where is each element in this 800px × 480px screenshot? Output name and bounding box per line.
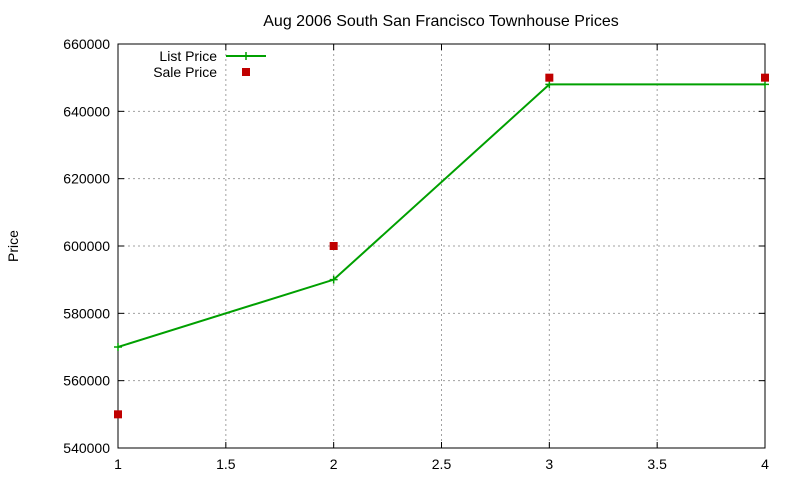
legend-label: List Price xyxy=(159,48,217,64)
data-point xyxy=(329,242,338,250)
x-tick-label: 1 xyxy=(114,456,122,472)
data-point xyxy=(114,410,122,419)
data-point xyxy=(545,80,554,89)
legend-marker xyxy=(242,52,250,60)
series xyxy=(114,73,769,419)
x-tick-label: 4 xyxy=(761,456,769,472)
y-tick-label: 540000 xyxy=(63,440,110,456)
data-point xyxy=(761,80,769,89)
data-point xyxy=(114,343,122,351)
y-tick-label: 580000 xyxy=(63,305,110,321)
y-tick-label: 600000 xyxy=(63,238,110,254)
data-point xyxy=(761,73,769,82)
x-tick-label: 3.5 xyxy=(647,456,667,472)
y-axis-label: Price xyxy=(5,230,21,262)
legend-swatch xyxy=(242,68,250,76)
x-tick-label: 1.5 xyxy=(216,456,236,472)
series-list-price xyxy=(114,80,769,351)
axis-ticks xyxy=(117,43,766,449)
y-tick-label: 640000 xyxy=(63,103,110,119)
data-point xyxy=(329,275,338,284)
x-tick-label: 2 xyxy=(330,456,338,472)
chart-title: Aug 2006 South San Francisco Townhouse P… xyxy=(263,13,618,30)
series-line xyxy=(117,83,765,348)
legend-label: Sale Price xyxy=(153,64,217,80)
axis-tick-labels: 540000 560000 580000 600000 620000 640000 6600… xyxy=(63,36,769,472)
data-point xyxy=(545,73,554,82)
grid xyxy=(118,44,765,448)
y-tick-label: 620000 xyxy=(63,171,110,187)
x-tick-label: 2.5 xyxy=(432,456,452,472)
y-tick-label: 560000 xyxy=(63,373,110,389)
series-sale-price xyxy=(114,73,769,419)
x-tick-label: 3 xyxy=(545,456,553,472)
y-tick-label: 660000 xyxy=(63,36,110,52)
